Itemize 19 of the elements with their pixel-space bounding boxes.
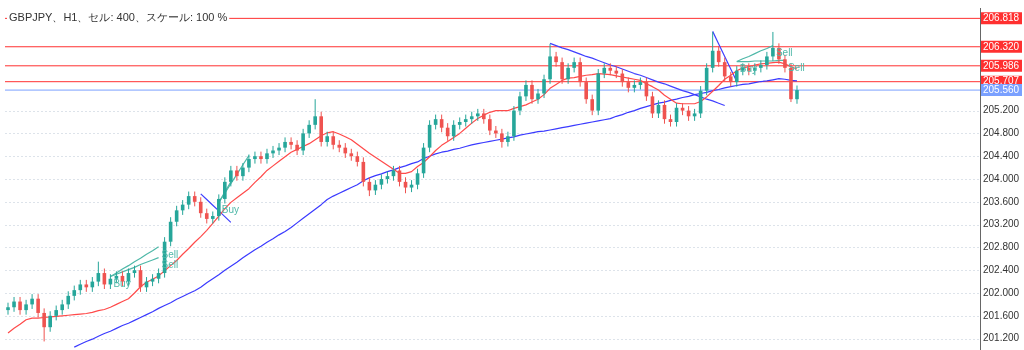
y-tick-label: 203.600 xyxy=(983,195,1020,207)
y-tick-label: 204.800 xyxy=(983,127,1020,139)
chart-title: GBPJPY、H1、セル: 400、スケール: 100 % xyxy=(9,11,228,24)
y-tick-label: 202.400 xyxy=(983,263,1020,275)
y-tick-label: 205.200 xyxy=(983,104,1020,116)
data-label: Buy xyxy=(113,278,131,290)
ref-line-label: 206.818 xyxy=(983,12,1020,24)
y-tick-label: 201.600 xyxy=(983,309,1020,321)
ref-line-label: 206.320 xyxy=(983,40,1020,52)
y-tick-label: 204.000 xyxy=(983,172,1020,184)
y-tick-label: 202.000 xyxy=(983,286,1020,298)
y-tick-label: 201.200 xyxy=(983,332,1020,344)
y-tick-label: 202.800 xyxy=(983,241,1020,253)
ref-line-label: 205.560 xyxy=(983,83,1020,95)
ref-line-label: 205.986 xyxy=(983,59,1020,71)
ref-line-label: 205.707 xyxy=(983,75,1020,87)
y-tick-label: 204.400 xyxy=(983,149,1020,161)
data-label: Buy xyxy=(221,204,240,216)
y-tick-label: 203.200 xyxy=(983,218,1020,230)
